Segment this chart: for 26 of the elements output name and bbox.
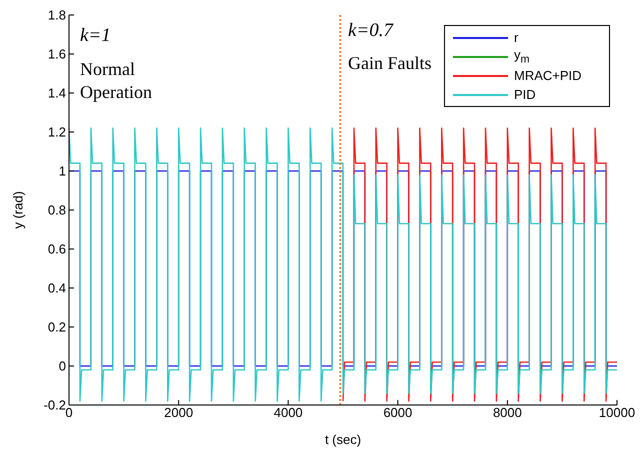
x-tick-label: 2000	[164, 405, 194, 420]
y-tick-label: 0	[58, 358, 66, 374]
y-tick-label: -0.2	[44, 398, 66, 413]
y-tick-label: 1.6	[48, 46, 66, 62]
y-tick-label: 0.6	[48, 242, 66, 257]
y-tick-label: 1.8	[48, 8, 66, 23]
x-tick-label: 10000	[598, 405, 636, 420]
annotation: k=1	[80, 24, 112, 48]
y-tick-label: 0.4	[48, 280, 66, 296]
y-tick-label: 1.4	[48, 86, 66, 101]
annotation: Gain Faults	[348, 52, 432, 75]
legend-label: MRAC+PID	[514, 68, 582, 83]
y-tick-label: 0.8	[48, 202, 66, 218]
y-tick-label: 1.2	[48, 124, 66, 140]
legend-label: PID	[514, 87, 536, 102]
y-axis-title: y (rad)	[10, 191, 26, 229]
annotation: k=0.7	[348, 19, 395, 43]
y-tick-label: 0.2	[48, 320, 66, 335]
annotation: Normal Operation	[80, 58, 153, 104]
x-tick-label: 8000	[492, 405, 522, 420]
x-axis-title: t (sec)	[324, 432, 362, 448]
legend-label: r	[514, 30, 518, 45]
legend-label: y$_{m}$	[514, 47, 530, 66]
y-tick-label: 1	[58, 164, 66, 179]
x-tick-label: 4000	[274, 405, 303, 420]
x-tick-label: 6000	[383, 405, 412, 420]
